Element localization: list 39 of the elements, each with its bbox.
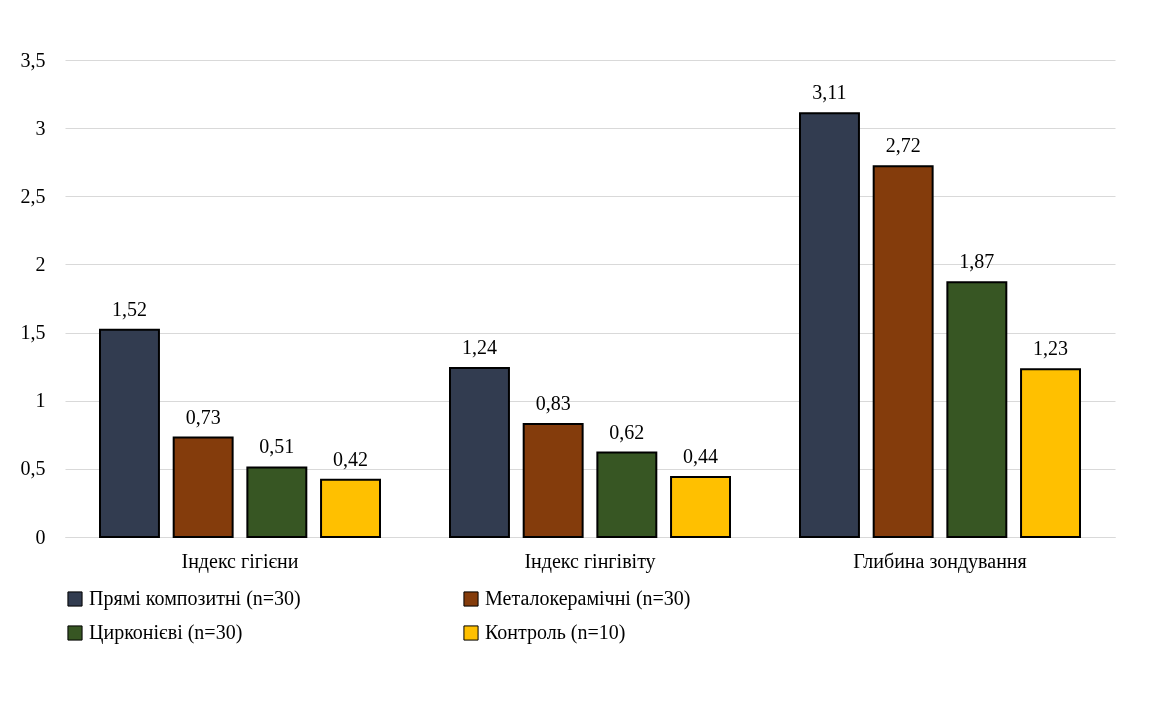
y-tick-label: 2,5: [20, 184, 46, 207]
y-tick-label: 1: [35, 389, 46, 412]
bar: [799, 112, 860, 538]
bar: [320, 478, 381, 538]
y-tick-label: 0: [35, 525, 46, 548]
bar: [449, 367, 510, 538]
bar: [99, 328, 160, 538]
data-label: 0,73: [185, 405, 221, 428]
data-label: 0,62: [609, 420, 645, 443]
legend-label: Прямі композитні (n=30): [89, 587, 301, 610]
data-label: 0,42: [333, 447, 369, 470]
x-tick-label: Індекс гінгівіту: [524, 549, 656, 573]
bar: [1020, 368, 1081, 538]
bar: [596, 451, 658, 538]
data-label: 3,11: [812, 81, 847, 104]
y-tick-label: 0,5: [20, 457, 46, 480]
legend-label: Цирконієві (n=30): [89, 621, 243, 644]
data-label: 0,44: [683, 445, 719, 468]
y-tick-label: 2: [35, 252, 46, 275]
x-tick-label: Глибина зондування: [853, 549, 1027, 573]
bar: [946, 281, 1008, 538]
data-label: 0,83: [535, 391, 571, 414]
bar: [872, 165, 934, 538]
data-label: 1,52: [111, 297, 147, 320]
data-label: 0,51: [259, 435, 295, 458]
data-label: 1,24: [461, 336, 497, 359]
y-tick-label: 3,5: [20, 48, 46, 71]
data-label: 1,87: [959, 250, 995, 273]
legend-label: Контроль (n=10): [485, 621, 626, 644]
y-tick-label: 3: [35, 116, 46, 139]
legend-label: Металокерамічні (n=30): [485, 587, 691, 610]
y-tick-label: 1,5: [20, 321, 46, 344]
data-label: 1,23: [1033, 337, 1069, 360]
bar: [172, 436, 234, 538]
data-label: 2,72: [885, 134, 921, 157]
bar: [522, 422, 584, 538]
bar: [246, 466, 308, 538]
x-tick-label: Індекс гігієни: [181, 549, 299, 573]
bar: [670, 476, 731, 538]
